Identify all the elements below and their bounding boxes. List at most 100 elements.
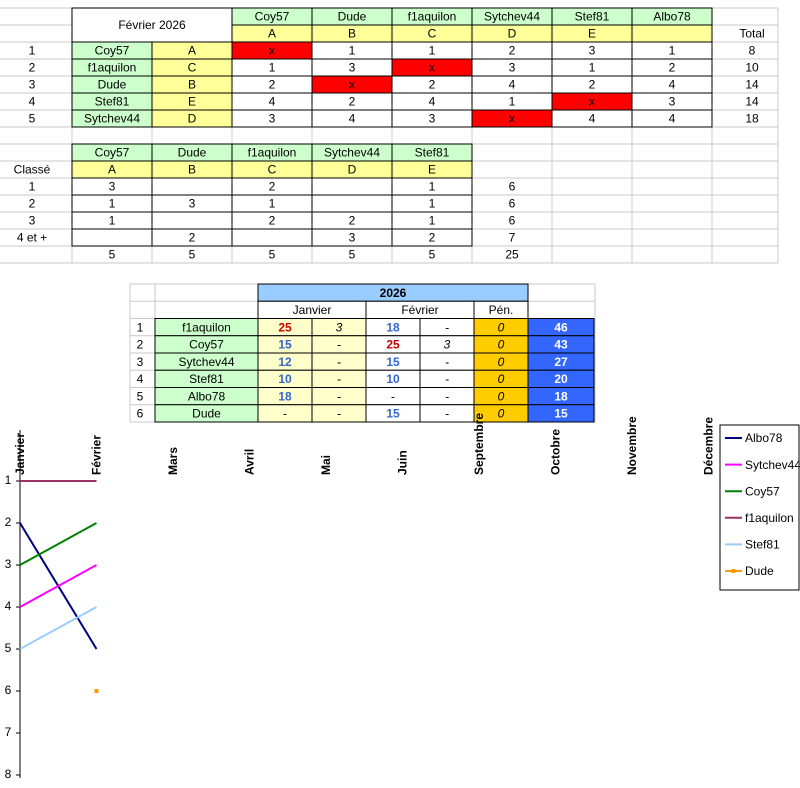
penalty: 0 xyxy=(498,338,505,352)
legend-label: Albo78 xyxy=(745,431,783,445)
cell xyxy=(151,177,233,196)
bonus: 3 xyxy=(444,338,451,352)
grand-total: 20 xyxy=(554,372,568,386)
rank: 3 xyxy=(29,214,36,228)
x-tick-label: Mai xyxy=(319,455,333,475)
column-total: 5 xyxy=(269,248,276,262)
cell xyxy=(311,194,393,213)
column-total: 5 xyxy=(109,248,116,262)
bonus: - xyxy=(445,389,449,403)
player-name: Stef81 xyxy=(415,146,450,160)
score: 2 xyxy=(509,44,516,58)
score: 4 xyxy=(509,78,516,92)
player-letter: D xyxy=(348,163,357,177)
score: 2 xyxy=(589,78,596,92)
legend-label: Stef81 xyxy=(745,538,780,552)
y-tick-label: 3 xyxy=(5,557,12,571)
score: 1 xyxy=(669,44,676,58)
grand-total: 27 xyxy=(554,355,568,369)
player-letter: C xyxy=(188,61,197,75)
rank: 3 xyxy=(137,355,144,369)
score: 2 xyxy=(669,61,676,75)
points: 25 xyxy=(278,320,292,334)
penalty: 0 xyxy=(498,372,505,386)
y-tick-label: 7 xyxy=(5,725,12,739)
rank: 1 xyxy=(137,320,144,334)
score: 2 xyxy=(269,78,276,92)
count: 1 xyxy=(269,197,276,211)
score: 4 xyxy=(669,78,676,92)
y-tick-label: 8 xyxy=(5,767,12,781)
penalty: 0 xyxy=(498,355,505,369)
column-total: 5 xyxy=(429,248,436,262)
y-tick-label: 5 xyxy=(5,641,12,655)
bonus: 3 xyxy=(336,320,343,334)
player-letter: C xyxy=(268,163,277,177)
player-name: Sytchev44 xyxy=(484,10,540,24)
player-name: Stef81 xyxy=(189,372,224,386)
player-name: Dude xyxy=(192,407,221,421)
points: 10 xyxy=(278,372,292,386)
score: 3 xyxy=(269,112,276,126)
count: 2 xyxy=(349,214,356,228)
player-letter: D xyxy=(508,27,517,41)
series-line xyxy=(19,606,97,650)
rank: 5 xyxy=(137,389,144,403)
cell xyxy=(231,228,313,247)
points: 12 xyxy=(278,355,292,369)
bonus: - xyxy=(337,355,341,369)
player-name: Albo78 xyxy=(653,10,691,24)
player-letter: E xyxy=(188,95,196,109)
player-name: Coy57 xyxy=(95,146,130,160)
total-label: Total xyxy=(739,27,764,41)
count: 3 xyxy=(189,197,196,211)
cell xyxy=(631,109,713,128)
penalty: 0 xyxy=(498,389,505,403)
penalty: 0 xyxy=(498,407,505,421)
count: 2 xyxy=(269,180,276,194)
count: 1 xyxy=(109,214,116,228)
points: 25 xyxy=(386,338,400,352)
player-letter: B xyxy=(188,78,196,92)
x-tick-label: Janvier xyxy=(13,433,27,475)
legend-label: Sytchev44 xyxy=(745,458,800,472)
score: x xyxy=(429,61,435,75)
player-name: f1aquilon xyxy=(182,320,231,334)
player-name: Coy57 xyxy=(255,10,290,24)
score: 3 xyxy=(509,61,516,75)
total: 6 xyxy=(509,197,516,211)
y-tick-label: 6 xyxy=(5,683,12,697)
table-title: Février 2026 xyxy=(118,18,186,32)
grand-total: 15 xyxy=(554,407,568,421)
count: 1 xyxy=(429,180,436,194)
player-letter: E xyxy=(428,163,436,177)
penalty-label: Pén. xyxy=(489,303,514,317)
points: - xyxy=(391,389,395,403)
points: 18 xyxy=(386,320,400,334)
score: 1 xyxy=(269,61,276,75)
legend-box xyxy=(719,424,800,591)
bonus: - xyxy=(445,372,449,386)
points: 10 xyxy=(386,372,400,386)
grand-total: 46 xyxy=(554,320,568,334)
x-tick-label: Mars xyxy=(166,447,180,475)
total: 14 xyxy=(745,95,759,109)
player-letter: C xyxy=(428,27,437,41)
total: 18 xyxy=(745,112,759,126)
cell xyxy=(71,228,153,247)
player-letter: A xyxy=(108,163,116,177)
points: 15 xyxy=(386,355,400,369)
score: 3 xyxy=(669,95,676,109)
x-tick-label: Avril xyxy=(243,449,257,475)
count: 1 xyxy=(429,214,436,228)
player-name: Dude xyxy=(98,78,127,92)
score: 4 xyxy=(269,95,276,109)
score: 1 xyxy=(429,44,436,58)
rank: 2 xyxy=(137,338,144,352)
rank: 2 xyxy=(29,61,36,75)
score: x xyxy=(349,78,355,92)
total: 7 xyxy=(509,231,516,245)
rank: 1 xyxy=(29,180,36,194)
total: 6 xyxy=(509,180,516,194)
